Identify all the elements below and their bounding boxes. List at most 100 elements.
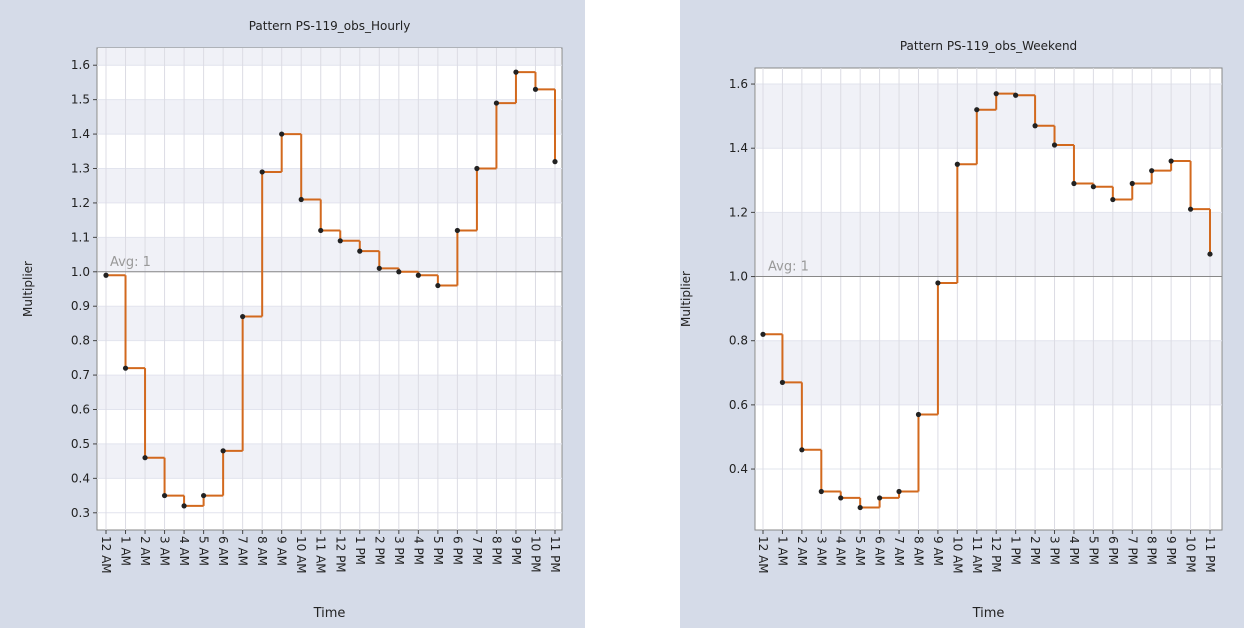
point [915, 411, 922, 418]
grid-band [98, 375, 561, 410]
x-tick-label: 10 PM [528, 536, 542, 573]
point [122, 365, 129, 371]
point [1149, 168, 1155, 174]
x-tick-label: 9 AM [275, 536, 289, 566]
point [298, 196, 304, 203]
y-tick-label: 1.3 [71, 162, 90, 176]
point [1168, 158, 1174, 164]
x-tick-label: 3 AM [814, 536, 828, 566]
x-tick-label: 7 AM [892, 536, 906, 566]
x-tick-label: 12 AM [99, 536, 113, 574]
x-tick-label: 5 AM [853, 536, 867, 566]
point [201, 492, 207, 499]
x-tick-label: 2 PM [372, 536, 386, 565]
point [760, 331, 766, 337]
x-tick-label: 3 AM [158, 536, 172, 566]
point [974, 107, 980, 113]
point [818, 488, 824, 495]
point [220, 448, 226, 454]
y-tick-label: 0.5 [71, 437, 90, 451]
grid-band [98, 443, 561, 479]
point [357, 248, 363, 254]
grid-band [98, 99, 561, 135]
x-tick-label: 9 PM [1164, 536, 1178, 565]
point [1110, 196, 1116, 203]
x-tick-label: 11 PM [1203, 536, 1217, 573]
y-tick-label: 0.6 [729, 398, 748, 412]
point [1129, 180, 1135, 187]
point [1090, 184, 1096, 190]
point [1013, 92, 1019, 98]
point [181, 503, 187, 509]
point [799, 447, 805, 453]
y-tick-label: 1.0 [71, 265, 90, 279]
grid-band [98, 168, 561, 203]
x-tick-label: 4 AM [834, 536, 848, 566]
point [1071, 180, 1077, 187]
y-tick-label: 0.4 [71, 471, 90, 485]
point [279, 131, 285, 137]
x-tick-label: 4 PM [1067, 536, 1081, 565]
x-tick-label: 9 PM [509, 536, 523, 565]
point [396, 269, 402, 275]
x-tick-label: 2 AM [138, 536, 152, 566]
grid-band [756, 212, 1221, 277]
point [376, 265, 382, 271]
x-tick-label: 7 PM [1125, 536, 1139, 565]
x-tick-label: 2 PM [1028, 536, 1042, 565]
x-tick-label: 8 AM [255, 536, 269, 566]
y-tick-label: 0.8 [71, 334, 90, 348]
point [513, 69, 519, 75]
point [877, 495, 883, 501]
point [493, 100, 500, 106]
average-label: Avg: 1 [768, 260, 809, 275]
y-tick-label: 1.0 [729, 270, 748, 284]
point [1207, 251, 1213, 257]
grid-band [98, 48, 561, 66]
point [454, 227, 460, 234]
x-tick-label: 6 AM [216, 536, 230, 566]
x-tick-label: 4 PM [411, 536, 425, 565]
y-tick-label: 0.7 [71, 368, 90, 382]
x-tick-label: 9 AM [931, 536, 945, 566]
x-tick-label: 11 PM [548, 536, 562, 573]
y-tick-label: 1.6 [71, 58, 90, 72]
x-tick-label: 6 AM [873, 536, 887, 566]
x-tick-label: 10 AM [294, 536, 308, 574]
y-tick-label: 1.2 [71, 196, 90, 210]
average-label: Avg: 1 [110, 255, 151, 270]
y-axis-label: Multiplier [21, 261, 35, 317]
x-axis-label: Time [972, 606, 1005, 621]
point [954, 161, 960, 167]
x-tick-label: 1 AM [775, 536, 789, 566]
x-tick-label: 8 AM [911, 536, 925, 566]
point [935, 280, 941, 286]
point [161, 492, 168, 499]
y-tick-label: 0.6 [71, 403, 90, 417]
point [1051, 142, 1058, 148]
x-tick-label: 7 PM [470, 536, 484, 565]
point [857, 504, 863, 511]
point [103, 272, 109, 278]
x-tick-label: 3 PM [392, 536, 406, 565]
chart-title: Pattern PS-119_obs_Weekend [900, 39, 1077, 53]
x-tick-label: 5 PM [1086, 536, 1100, 565]
point [142, 455, 148, 461]
y-tick-label: 1.4 [729, 141, 748, 155]
x-tick-label: 3 PM [1048, 536, 1062, 565]
x-axis-label: Time [313, 606, 346, 621]
x-tick-label: 7 AM [236, 536, 250, 566]
x-tick-label: 12 PM [989, 536, 1003, 573]
point [1032, 123, 1038, 129]
point [1187, 206, 1194, 212]
x-tick-label: 8 PM [489, 536, 503, 565]
y-tick-label: 0.8 [729, 334, 748, 348]
x-tick-label: 10 PM [1184, 536, 1198, 573]
y-tick-label: 1.2 [729, 205, 748, 219]
x-tick-label: 5 AM [197, 536, 211, 566]
grid-band [98, 237, 561, 272]
y-tick-label: 1.5 [71, 93, 90, 107]
y-tick-label: 1.1 [71, 230, 90, 244]
